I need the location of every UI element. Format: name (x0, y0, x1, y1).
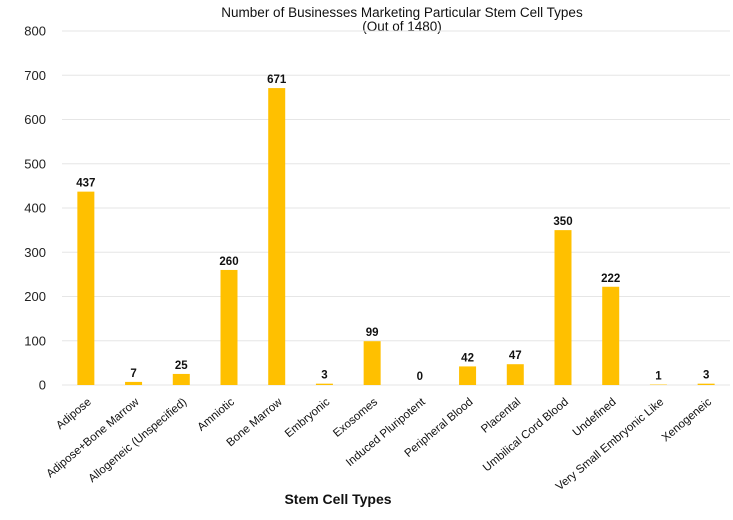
bar (363, 341, 381, 385)
bar (554, 230, 572, 385)
data-label: 25 (175, 360, 188, 372)
x-tick-label: Exosomes (331, 396, 380, 440)
bar (268, 88, 286, 386)
y-tick-label: 800 (24, 24, 46, 39)
data-label: 3 (321, 370, 327, 382)
x-tick-label: Amniotic (195, 396, 237, 434)
gridlines (62, 30, 730, 386)
data-label: 42 (461, 352, 474, 364)
data-label: 260 (219, 256, 238, 268)
x-tick-label: Xenogeneic (660, 396, 714, 444)
y-axis-ticks: 0 100 200 300 400 500 600 700 800 (24, 24, 46, 393)
y-tick-label: 600 (24, 112, 46, 127)
y-tick-label: 200 (24, 289, 46, 304)
bar (77, 191, 95, 385)
x-tick-label: Placental (479, 396, 523, 436)
data-label: 3 (703, 370, 709, 382)
x-tick-label: Allogeneic (Unspecified) (86, 396, 189, 485)
data-label: 7 (130, 368, 136, 380)
x-tick-label: Undefined (571, 396, 619, 439)
x-tick-label: Adipose+Bone Marrow (44, 396, 142, 481)
y-tick-label: 500 (24, 156, 46, 171)
y-tick-label: 100 (24, 333, 46, 348)
data-label: 350 (553, 216, 572, 228)
data-label: 47 (509, 350, 522, 362)
data-label: 0 (417, 371, 423, 383)
data-label: 671 (267, 74, 287, 86)
data-labels: 437 7 25 260 671 3 99 0 42 47 350 222 1 3 (76, 74, 709, 383)
data-label: 99 (366, 327, 379, 339)
bar (172, 373, 190, 385)
y-tick-label: 400 (24, 201, 46, 216)
bar (220, 269, 238, 385)
y-tick-label: 700 (24, 68, 46, 83)
chart-subtitle: (Out of 1480) (362, 19, 442, 34)
bar (602, 286, 620, 385)
y-tick-label: 300 (24, 245, 46, 260)
bar (315, 383, 333, 385)
bar (506, 364, 524, 385)
x-tick-label: Embryonic (283, 396, 333, 440)
x-tick-label: Induced Pluripotent (344, 396, 428, 469)
bars (77, 88, 715, 386)
x-axis-label: Stem Cell Types (284, 491, 391, 507)
data-label: 1 (655, 371, 662, 383)
chart-title: Number of Businesses Marketing Particula… (221, 5, 583, 20)
bar (697, 383, 715, 385)
x-tick-label: Umbilical Cord Blood (481, 396, 571, 474)
data-label: 437 (76, 178, 95, 190)
data-label: 222 (601, 273, 620, 285)
bar (125, 381, 143, 385)
bar (459, 366, 477, 385)
x-tick-label: Adipose (54, 396, 94, 432)
y-tick-label: 0 (39, 378, 46, 393)
